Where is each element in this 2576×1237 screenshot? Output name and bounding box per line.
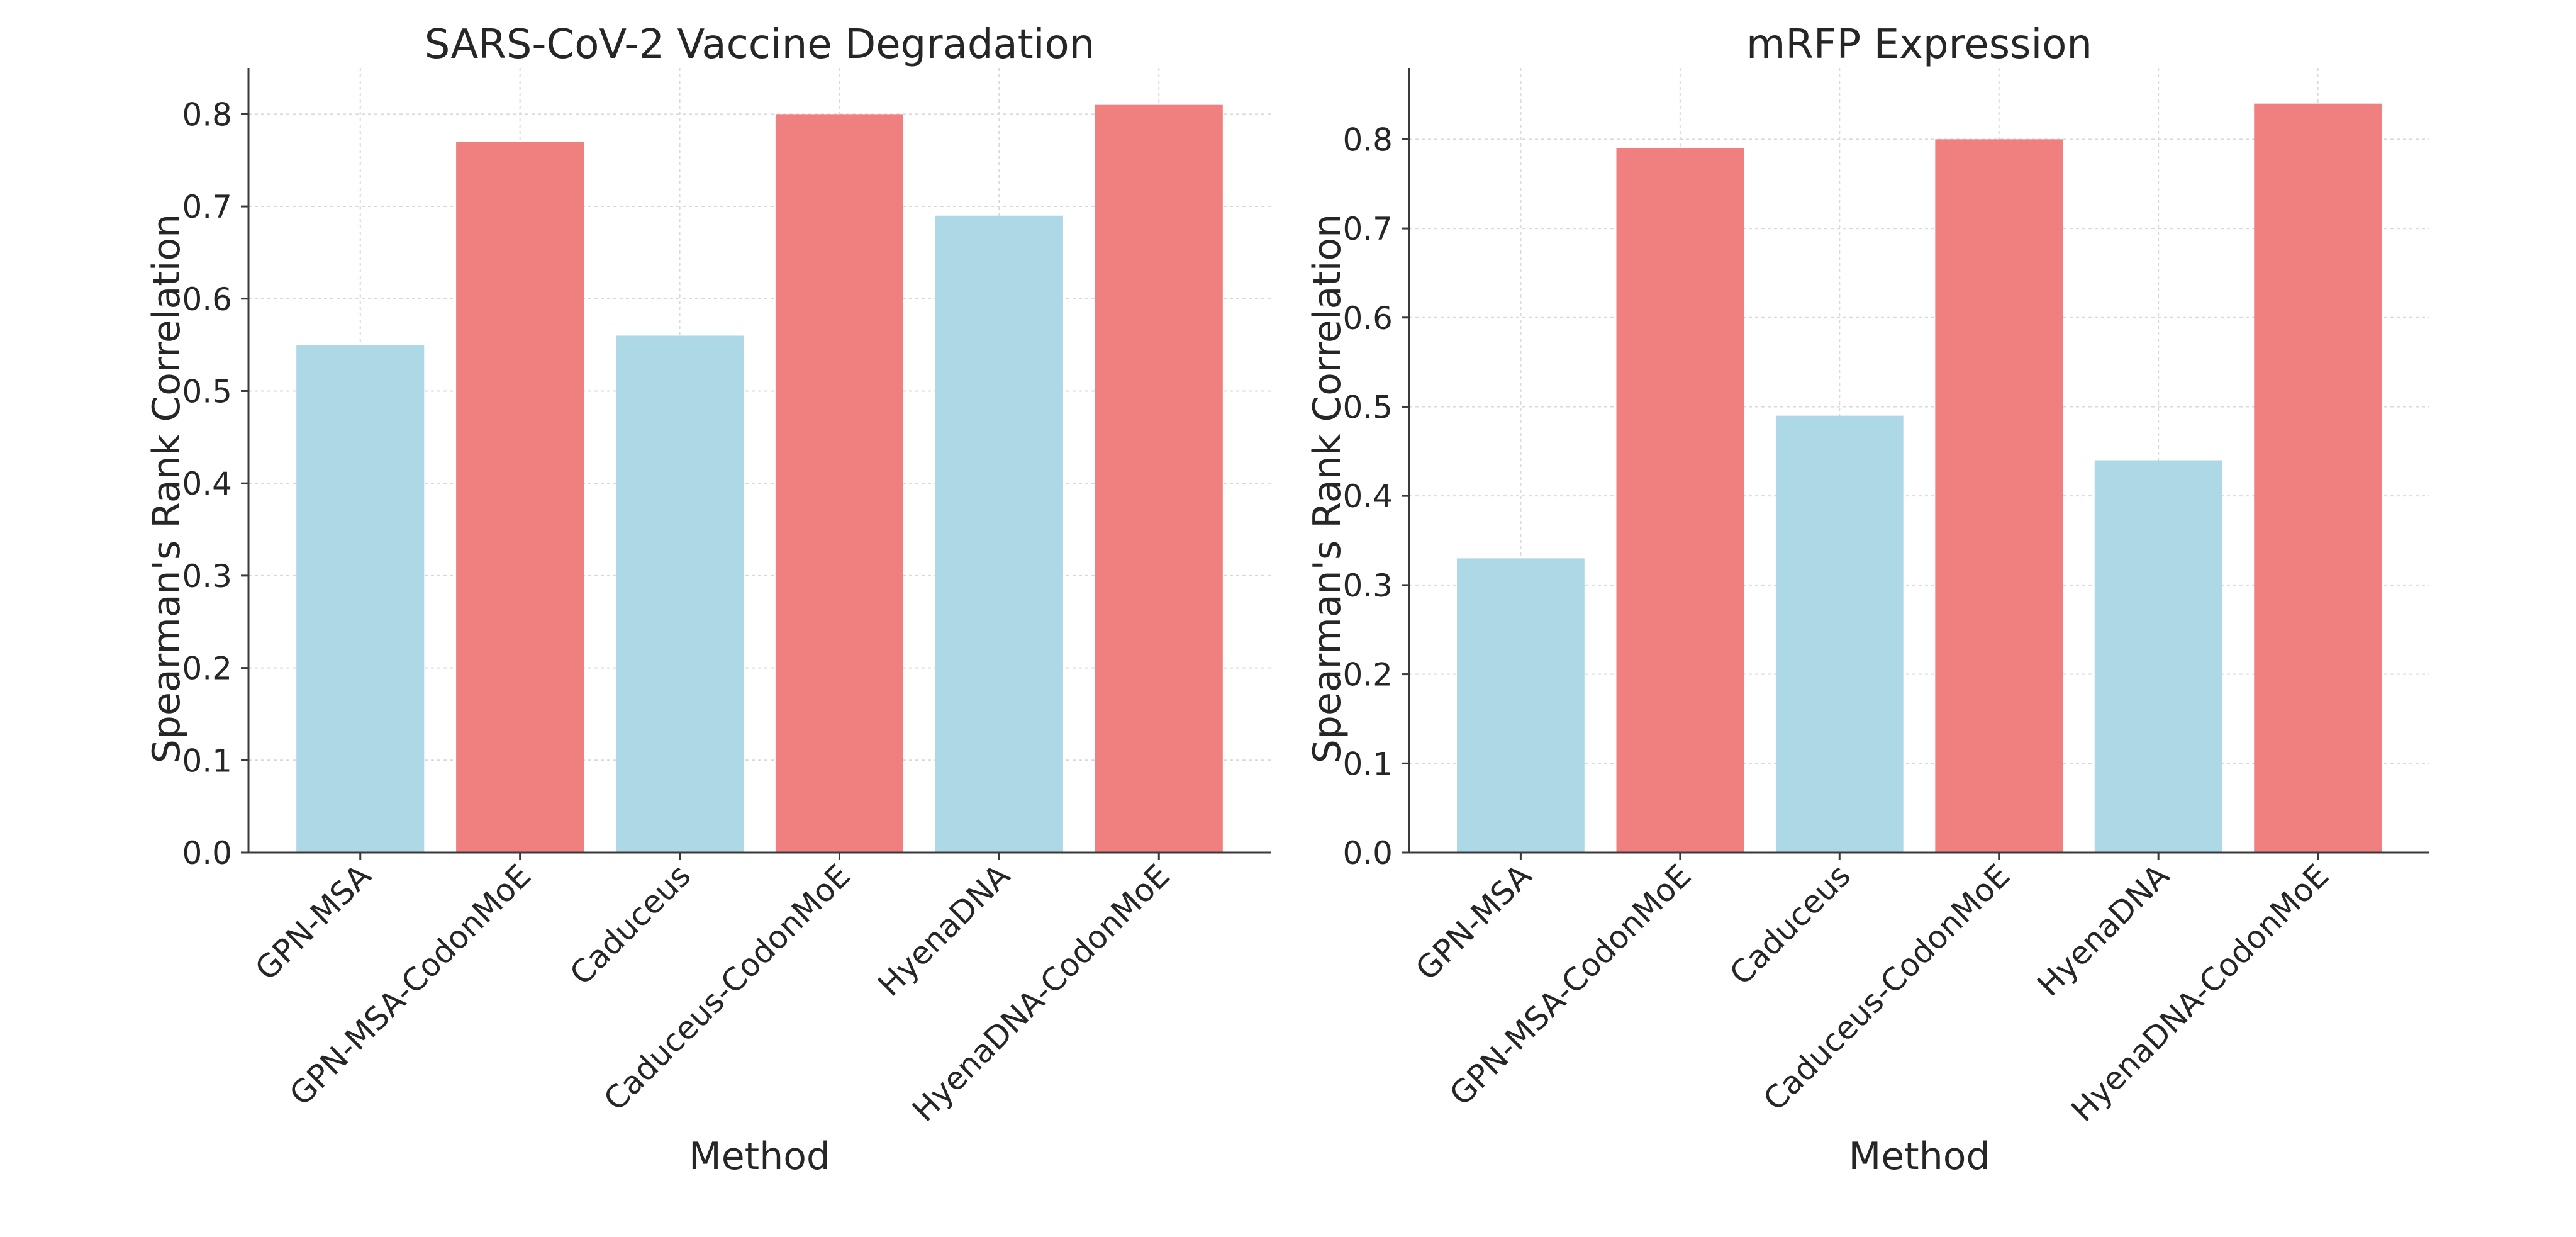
x-tick-label: Caduceus: [563, 857, 698, 992]
chart-title: SARS-CoV-2 Vaccine Degradation: [425, 21, 1095, 68]
y-tick-label: 0.6: [1342, 300, 1393, 337]
y-tick-label: 0.2: [182, 651, 232, 687]
y-tick-label: 0.8: [182, 96, 232, 133]
bar: [1935, 139, 2063, 853]
bar: [615, 335, 744, 853]
y-tick-label: 0.2: [1342, 657, 1393, 693]
y-tick-label: 0.0: [182, 835, 232, 871]
x-tick-label: GPN-MSA: [1408, 857, 1539, 987]
chart-title: mRFP Expression: [1746, 21, 2092, 68]
bar: [935, 215, 1063, 853]
chart-sars-cov-2-degradation: SARS-CoV-2 Vaccine Degradation Method Sp…: [145, 21, 1271, 1178]
bar: [1457, 558, 1585, 853]
x-tick-label: HyenaDNA-CodonMoE: [905, 857, 1176, 1128]
chart-mrfp-expression: mRFP Expression Method Spearman's Rank C…: [1305, 21, 2429, 1178]
bar: [1775, 415, 1904, 853]
bar: [2094, 460, 2222, 853]
y-tick-label: 0.6: [182, 281, 232, 318]
y-tick-label: 0.5: [182, 373, 232, 410]
x-tick-label: HyenaDNA-CodonMoE: [2065, 857, 2336, 1128]
bar: [1095, 104, 1223, 853]
bar: [456, 142, 584, 853]
y-tick-label: 0.4: [182, 466, 232, 502]
bar: [775, 114, 904, 853]
y-tick-label: 0.7: [1342, 211, 1393, 247]
bar: [1616, 148, 1744, 853]
bar: [296, 345, 425, 853]
y-tick-label: 0.8: [1342, 121, 1393, 158]
y-tick-label: 0.5: [1342, 389, 1393, 425]
x-axis-label: Method: [689, 1134, 830, 1178]
x-tick-label: GPN-MSA: [248, 857, 378, 987]
y-tick-label: 0.4: [1342, 478, 1393, 515]
bar: [2254, 103, 2382, 853]
x-tick-label: Caduceus: [1723, 857, 1858, 992]
x-axis-label: Method: [1848, 1134, 1990, 1178]
y-tick-label: 0.3: [1342, 568, 1393, 604]
y-axis-label: Spearman's Rank Correlation: [1305, 214, 1349, 763]
y-tick-label: 0.7: [182, 189, 232, 225]
y-tick-label: 0.1: [1342, 746, 1393, 782]
y-tick-label: 0.0: [1342, 835, 1393, 871]
x-tick-label: HyenaDNA: [2030, 857, 2176, 1003]
y-axis-label: Spearman's Rank Correlation: [145, 214, 189, 763]
x-tick-label: HyenaDNA: [871, 857, 1017, 1003]
y-tick-label: 0.1: [182, 742, 232, 779]
y-tick-label: 0.3: [182, 558, 232, 595]
